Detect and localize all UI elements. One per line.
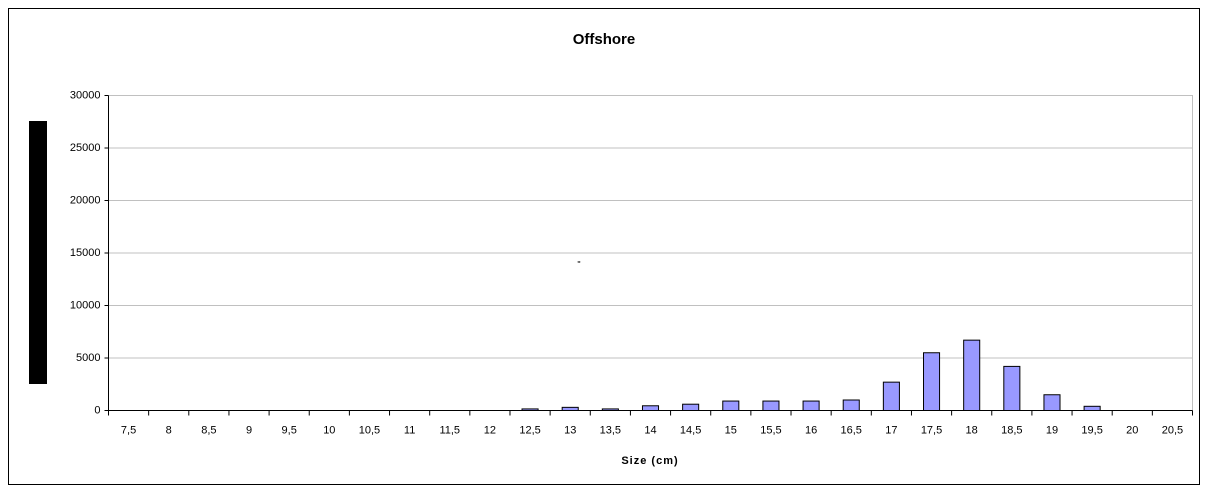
bar bbox=[601, 408, 619, 411]
redacted-axis-label bbox=[29, 121, 47, 384]
x-tick-label: 20 bbox=[1126, 424, 1138, 436]
y-tick-label: 10000 bbox=[70, 299, 101, 311]
x-tick-label: 17,5 bbox=[921, 424, 942, 436]
x-tick-label: 16 bbox=[805, 424, 817, 436]
bar bbox=[682, 403, 700, 412]
y-tick-label: 15000 bbox=[70, 247, 101, 259]
x-tick-label: 19 bbox=[1046, 424, 1058, 436]
bar bbox=[842, 399, 860, 411]
x-tick-label: 17 bbox=[885, 424, 897, 436]
bar bbox=[1003, 365, 1021, 411]
x-tick-label: 20,5 bbox=[1162, 424, 1183, 436]
x-tick-label: 8,5 bbox=[201, 424, 216, 436]
bar bbox=[963, 339, 981, 411]
y-tick-label: 30000 bbox=[70, 89, 101, 101]
x-tick-label: 11 bbox=[404, 424, 415, 436]
x-tick-label: 14 bbox=[644, 424, 656, 436]
bar bbox=[802, 400, 820, 411]
x-axis-label: Size (cm) bbox=[621, 455, 678, 467]
bar bbox=[882, 381, 900, 411]
x-tick-label: 7,5 bbox=[121, 424, 136, 436]
x-tick-label: 12 bbox=[484, 424, 496, 436]
x-tick-label: 15,5 bbox=[760, 424, 781, 436]
bar bbox=[561, 406, 579, 412]
x-tick-label: 14,5 bbox=[680, 424, 701, 436]
chart-title: Offshore bbox=[573, 31, 636, 48]
bar bbox=[762, 400, 780, 411]
x-tick-label: 9,5 bbox=[282, 424, 297, 436]
x-tick-label: 16,5 bbox=[841, 424, 862, 436]
y-tick-label: 5000 bbox=[76, 352, 100, 364]
x-tick-label: 10,5 bbox=[359, 424, 380, 436]
x-tick-label: 18 bbox=[966, 424, 978, 436]
x-tick-label: 13 bbox=[564, 424, 576, 436]
x-tick-label: 9 bbox=[246, 424, 252, 436]
x-tick-label: 11,5 bbox=[439, 424, 460, 436]
x-tick-label: 12,5 bbox=[519, 424, 540, 436]
bar bbox=[1043, 394, 1061, 411]
x-tick-label: 15 bbox=[725, 424, 737, 436]
bar bbox=[641, 405, 660, 411]
annotation: " bbox=[577, 259, 580, 269]
x-tick-label: 13,5 bbox=[600, 424, 621, 436]
x-tick-label: 18,5 bbox=[1001, 424, 1022, 436]
bar bbox=[923, 352, 941, 411]
x-tick-label: 10 bbox=[323, 424, 335, 436]
y-tick-label: 25000 bbox=[70, 142, 101, 154]
bar bbox=[521, 408, 539, 411]
chart-frame bbox=[8, 8, 1200, 485]
x-tick-label: 8 bbox=[166, 424, 172, 436]
y-tick-label: 20000 bbox=[70, 194, 101, 206]
y-tick-label: 0 bbox=[94, 404, 100, 416]
bar bbox=[722, 400, 740, 411]
bar bbox=[1083, 405, 1101, 411]
x-tick-label: 19,5 bbox=[1081, 424, 1102, 436]
